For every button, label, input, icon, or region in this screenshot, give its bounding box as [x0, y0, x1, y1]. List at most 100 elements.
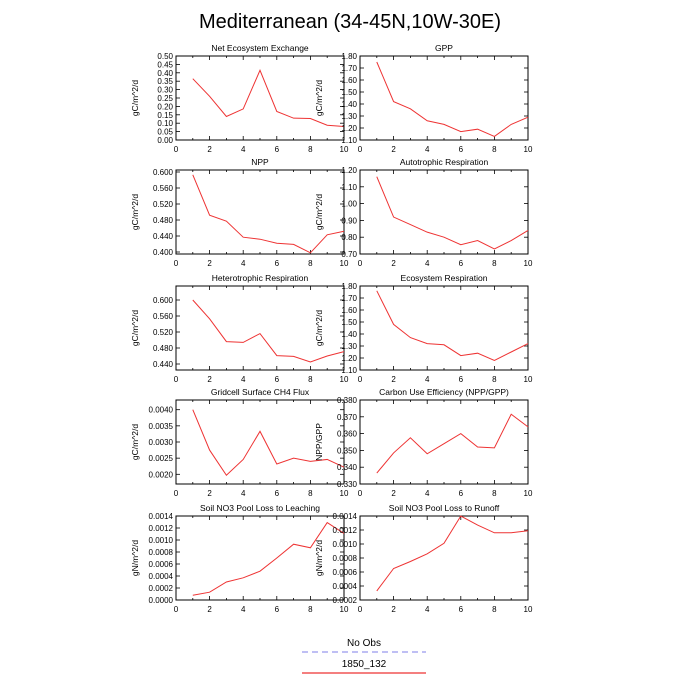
y-tick-label: 0.370 [337, 413, 358, 422]
y-tick-label: 0.45 [157, 60, 173, 69]
x-tick-label: 4 [241, 489, 246, 498]
x-tick-label: 6 [459, 489, 464, 498]
chart-title: NPP [251, 157, 269, 167]
chart-title: GPP [435, 43, 453, 53]
x-tick-label: 6 [275, 489, 280, 498]
y-tick-label: 0.05 [157, 128, 173, 137]
y-axis-label: gC/m^2/d [130, 194, 140, 230]
x-tick-label: 8 [492, 259, 497, 268]
y-tick-label: 0.0040 [149, 406, 174, 415]
x-tick-label: 10 [524, 489, 533, 498]
x-tick-label: 4 [425, 375, 430, 384]
x-tick-label: 4 [241, 605, 246, 614]
y-tick-label: 0.0020 [149, 470, 174, 479]
y-tick-label: 0.350 [337, 446, 358, 455]
x-tick-label: 8 [492, 145, 497, 154]
y-tick-label: 1.80 [341, 52, 357, 61]
legend: No Obs 1850_132 [302, 638, 426, 674]
chart-panel-1: Net Ecosystem Exchange gC/m^2/d 0 2 4 6 8 10 0.0… [130, 43, 349, 154]
chart-panel-10: Soil NO3 Pool Loss to Runoff gN/m^2/d 0 2 4 6… [314, 503, 533, 614]
x-tick-label: 2 [391, 375, 396, 384]
x-tick-label: 4 [241, 259, 246, 268]
x-tick-label: 10 [524, 375, 533, 384]
y-tick-label: 1.60 [341, 76, 357, 85]
x-tick-label: 2 [391, 605, 396, 614]
y-tick-label: 0.480 [153, 216, 174, 225]
y-tick-label: 1.30 [341, 342, 357, 351]
chart-panel-9: Soil NO3 Pool Loss to Leaching gN/m^2/d 0 2… [130, 503, 349, 614]
x-tick-label: 8 [308, 489, 313, 498]
x-tick-label: 6 [275, 145, 280, 154]
x-tick-label: 8 [308, 145, 313, 154]
chart-panel-3: NPP gC/m^2/d 0 2 4 6 8 10 0.400 0.440 0.480 0.520 0.… [130, 157, 349, 268]
y-tick-label: 1.70 [341, 294, 357, 303]
y-tick-label: 0.0010 [149, 536, 174, 545]
y-tick-label: 0.560 [153, 312, 174, 321]
x-tick-label: 2 [391, 489, 396, 498]
x-tick-label: 2 [207, 145, 212, 154]
x-tick-label: 2 [207, 489, 212, 498]
x-tick-label: 2 [391, 259, 396, 268]
y-tick-label: 1.30 [341, 112, 357, 121]
y-tick-label: 1.80 [341, 282, 357, 291]
y-tick-label: 0.10 [157, 119, 173, 128]
x-tick-label: 10 [340, 259, 349, 268]
x-tick-label: 0 [174, 145, 179, 154]
y-tick-label: 0.440 [153, 360, 174, 369]
x-tick-label: 10 [524, 605, 533, 614]
x-tick-label: 6 [275, 605, 280, 614]
y-axis-label: NPP/GPP [314, 423, 324, 461]
x-tick-label: 8 [308, 375, 313, 384]
chart-title: Net Ecosystem Exchange [211, 43, 309, 53]
y-tick-label: 1.10 [341, 366, 357, 375]
y-tick-label: 0.0002 [149, 584, 174, 593]
chart-panel-8: Carbon Use Efficiency (NPP/GPP) NPP/GPP 0 2… [314, 387, 533, 498]
x-tick-label: 2 [207, 375, 212, 384]
y-tick-label: 0.0030 [149, 438, 174, 447]
chart-title: Soil NO3 Pool Loss to Leaching [200, 503, 320, 513]
x-tick-label: 0 [358, 375, 363, 384]
y-axis-label: gC/m^2/d [130, 80, 140, 116]
y-tick-label: 0.0008 [333, 554, 358, 563]
y-tick-label: 0.0010 [333, 540, 358, 549]
y-tick-label: 0.340 [337, 463, 358, 472]
x-tick-label: 0 [358, 489, 363, 498]
x-tick-label: 0 [358, 145, 363, 154]
x-tick-label: 4 [241, 375, 246, 384]
y-tick-label: 0.330 [337, 480, 358, 489]
series-line [376, 61, 529, 137]
y-tick-label: 0.35 [157, 77, 173, 86]
y-tick-label: 0.560 [153, 184, 174, 193]
y-tick-label: 0.0006 [333, 568, 358, 577]
legend-label-run: 1850_132 [342, 659, 387, 670]
y-axis-label: gC/m^2/d [130, 424, 140, 460]
y-tick-label: 0.0008 [149, 548, 174, 557]
y-tick-label: 0.520 [153, 328, 174, 337]
chart-title: Soil NO3 Pool Loss to Runoff [389, 503, 500, 513]
y-tick-label: 0.70 [341, 250, 357, 259]
x-tick-label: 10 [340, 145, 349, 154]
y-tick-label: 0.0004 [333, 582, 358, 591]
y-tick-label: 0.0035 [149, 422, 174, 431]
y-tick-label: 1.40 [341, 100, 357, 109]
y-tick-label: 1.40 [341, 330, 357, 339]
y-tick-label: 0.600 [153, 168, 174, 177]
series-line [192, 409, 345, 477]
y-tick-label: 0.80 [341, 233, 357, 242]
chart-title: Ecosystem Respiration [401, 273, 488, 283]
x-tick-label: 0 [174, 259, 179, 268]
x-tick-label: 4 [425, 145, 430, 154]
y-tick-label: 0.0000 [149, 596, 174, 605]
x-tick-label: 10 [524, 145, 533, 154]
y-tick-label: 0.600 [153, 296, 174, 305]
chart-panel-7: Gridcell Surface CH4 Flux gC/m^2/d 0 2 4 6 8 10… [130, 387, 349, 498]
series-line [376, 176, 529, 250]
y-tick-label: 1.10 [341, 136, 357, 145]
series-line [192, 68, 345, 128]
y-axis-label: gC/m^2/d [314, 80, 324, 116]
x-tick-label: 10 [340, 375, 349, 384]
x-tick-label: 2 [207, 605, 212, 614]
y-tick-label: 0.520 [153, 200, 174, 209]
